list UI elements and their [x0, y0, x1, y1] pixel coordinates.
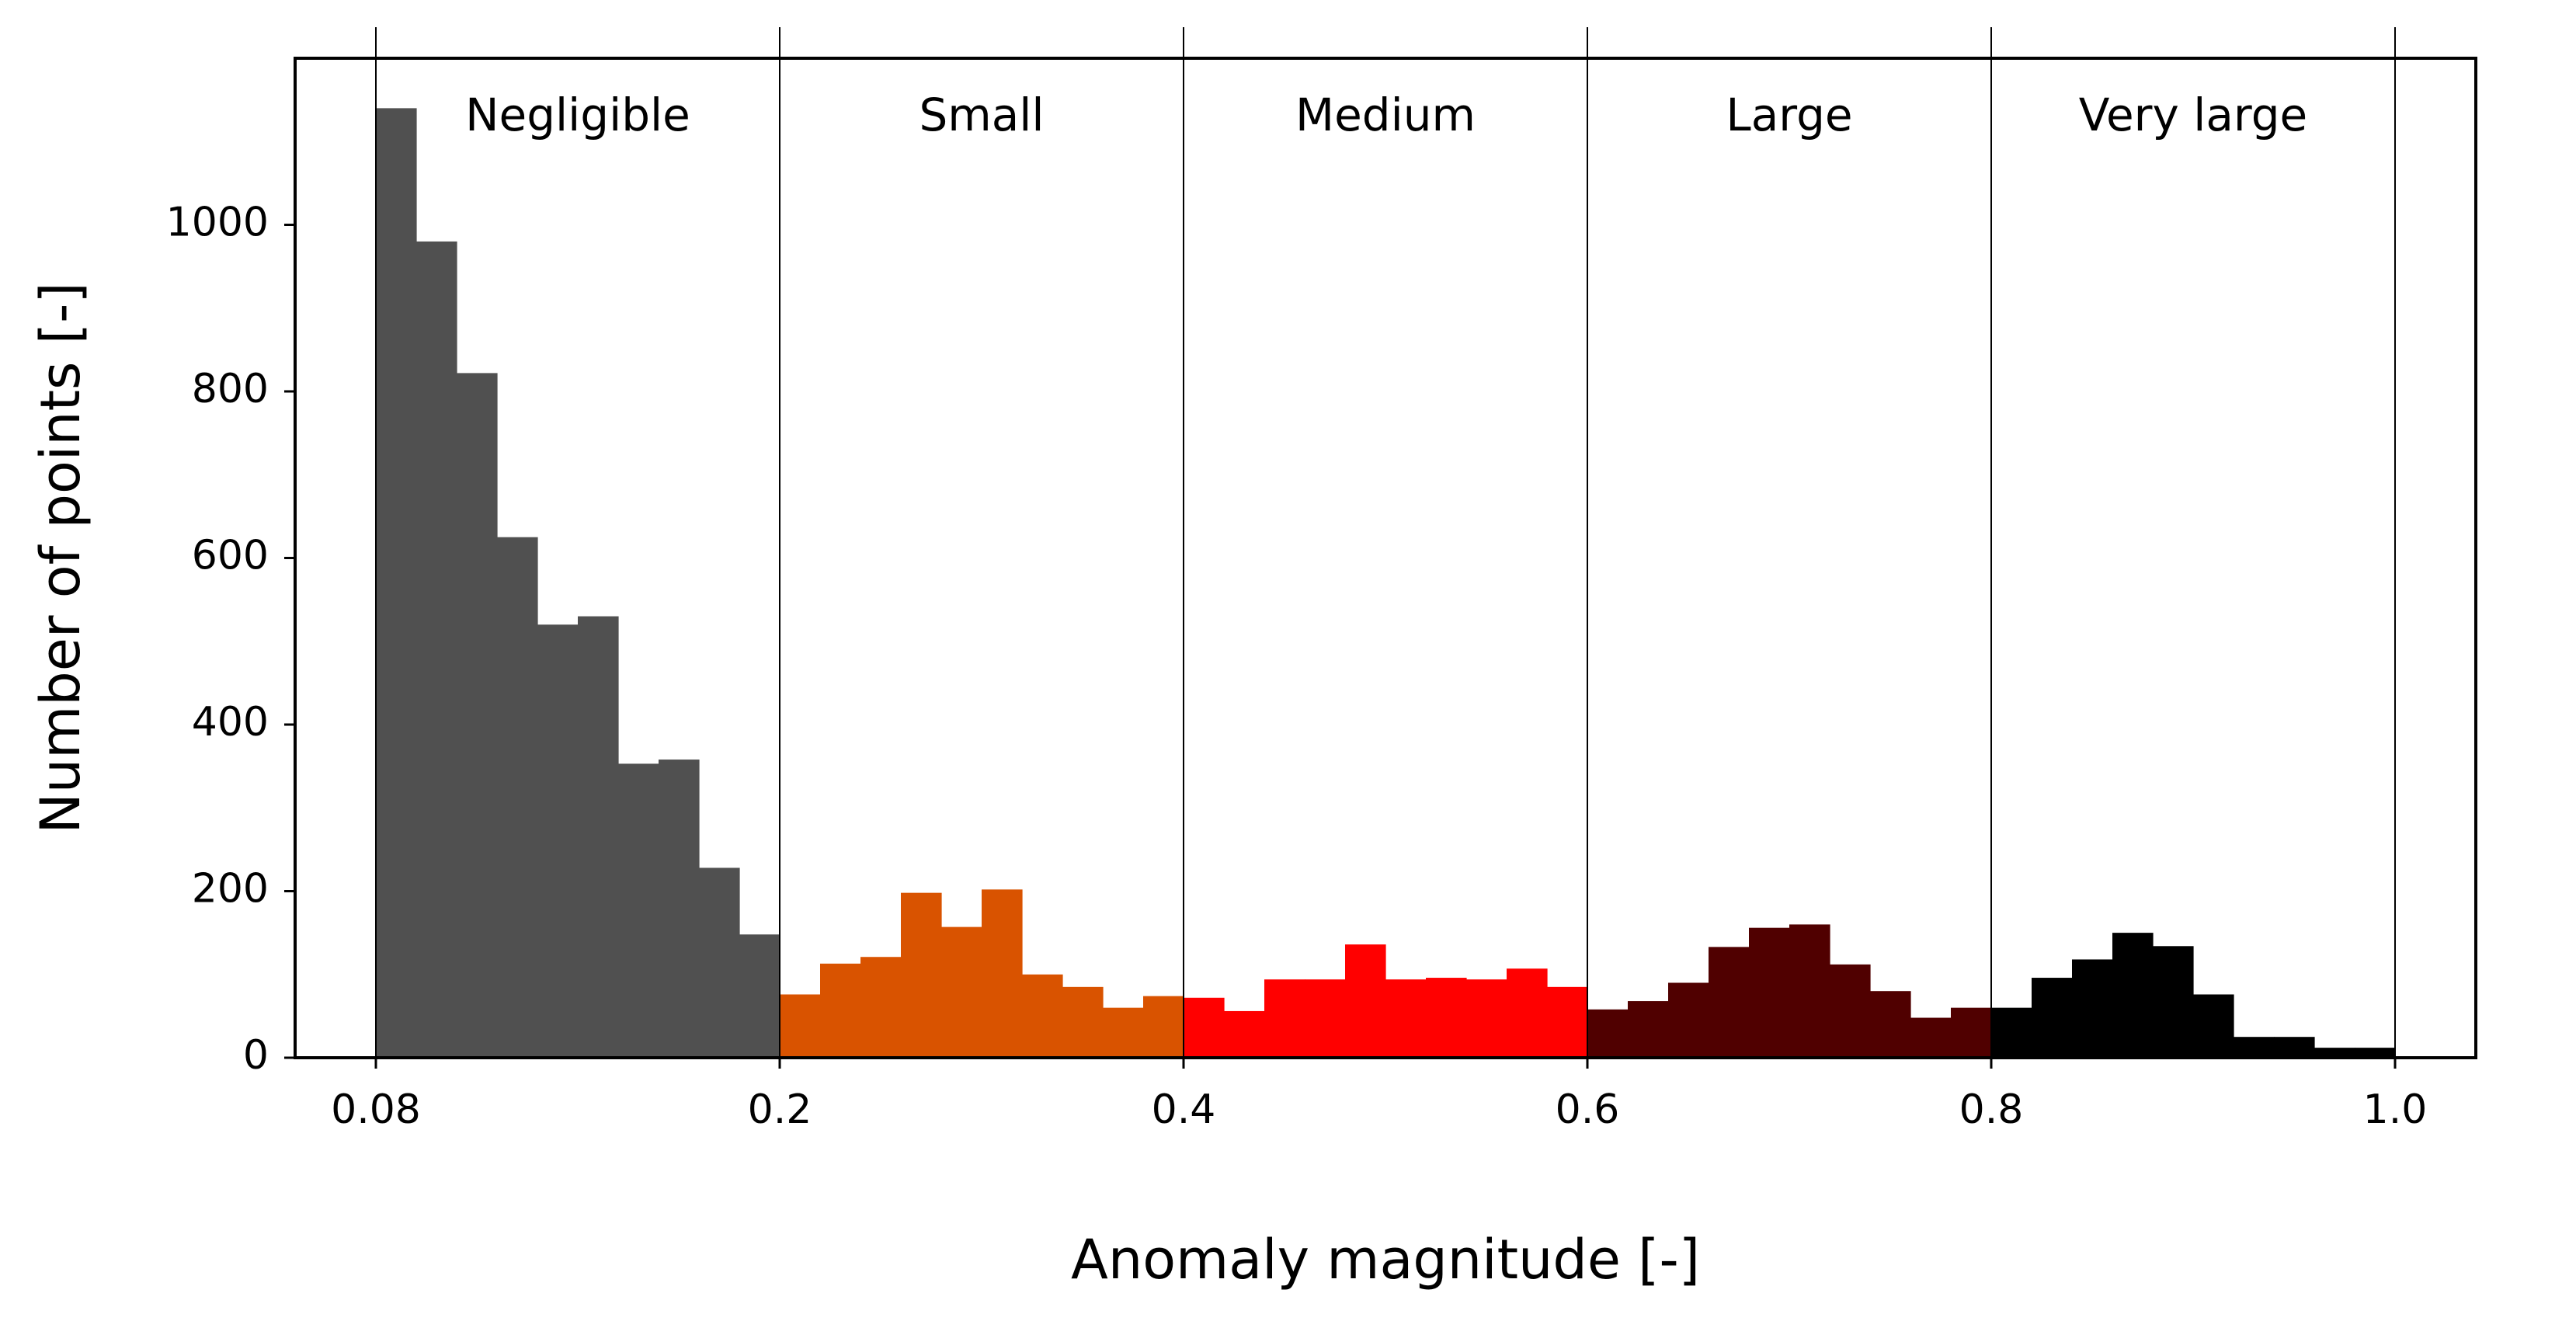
histogram-bar: [820, 963, 861, 1058]
x-tick-label: 0.08: [331, 1086, 421, 1133]
histogram-bar: [1224, 1010, 1265, 1058]
histogram-bar: [1103, 1007, 1144, 1058]
histogram-bar: [537, 624, 579, 1058]
histogram-bar: [1466, 979, 1507, 1058]
x-tick-label: 1.0: [2363, 1086, 2428, 1133]
histogram-bar: [1830, 964, 1871, 1058]
region-label-medium: Medium: [1295, 89, 1476, 141]
histogram-bar: [1668, 982, 1709, 1058]
histogram-bar: [376, 108, 417, 1059]
bars-layer: [376, 108, 2396, 1059]
region-label-small: Small: [919, 89, 1044, 141]
y-axis-ticks: 0 200 400 600 800 1000: [166, 200, 295, 1079]
x-axis-ticks: 0.08 0.2 0.4 0.6 0.8 1.0: [331, 1058, 2427, 1133]
histogram-bar: [416, 241, 457, 1059]
y-tick-label: 800: [192, 366, 269, 412]
histogram-bar: [1910, 1017, 1952, 1058]
y-axis-title: Number of points [-]: [29, 282, 92, 833]
y-tick-label: 0: [243, 1032, 269, 1079]
histogram-bar: [1628, 1001, 1669, 1058]
histogram-bar: [2193, 994, 2234, 1058]
histogram-bar: [2314, 1048, 2355, 1058]
histogram-bar: [1709, 947, 1750, 1058]
histogram-bar: [1385, 979, 1427, 1058]
histogram-bar: [1022, 974, 1063, 1058]
histogram-bar: [2274, 1037, 2315, 1058]
histogram-bar: [1507, 968, 1548, 1058]
histogram-bar: [941, 926, 982, 1058]
histogram-bar: [1426, 978, 1467, 1058]
x-tick-label: 0.4: [1152, 1086, 1216, 1133]
histogram-bar: [1587, 1009, 1629, 1058]
histogram-bar: [1062, 986, 1104, 1058]
y-tick-label: 200: [192, 866, 269, 913]
histogram-bar: [1184, 997, 1225, 1058]
histogram-bar: [739, 934, 780, 1058]
x-tick-label: 0.8: [1959, 1086, 2024, 1133]
histogram-bar: [901, 892, 942, 1058]
histogram-bar: [1991, 1007, 2032, 1058]
histogram-bar: [497, 537, 538, 1058]
x-tick-label: 0.2: [748, 1086, 812, 1133]
histogram-bar: [982, 889, 1023, 1058]
histogram-bar: [659, 760, 700, 1058]
region-dividers: [375, 27, 2396, 1058]
histogram-bar: [1870, 991, 1911, 1058]
series-very-large: [1991, 933, 2396, 1058]
histogram-bar: [1305, 979, 1346, 1058]
region-label-very-large: Very large: [2079, 89, 2307, 141]
histogram-bar: [457, 373, 498, 1058]
series-negligible: [376, 108, 780, 1059]
region-label-large: Large: [1726, 89, 1852, 141]
series-medium: [1184, 944, 1588, 1058]
histogram-bar: [2153, 946, 2194, 1058]
y-tick-label: 600: [192, 533, 269, 579]
histogram-bar: [2032, 978, 2073, 1058]
region-labels: Negligible Small Medium Large Very large: [465, 89, 2307, 141]
histogram-bar: [578, 616, 619, 1058]
histogram-bar: [2112, 933, 2154, 1058]
histogram-bar: [860, 957, 902, 1058]
y-tick-label: 1000: [166, 200, 269, 246]
histogram-bar: [1951, 1007, 1992, 1058]
histogram-bar: [2355, 1048, 2396, 1058]
histogram-bar: [618, 763, 659, 1058]
histogram-bar: [2072, 959, 2113, 1058]
histogram-bar: [1789, 924, 1830, 1058]
x-axis-title: Anomaly magnitude [-]: [1071, 1228, 1700, 1291]
series-small: [780, 889, 1184, 1058]
histogram-bar: [780, 994, 821, 1058]
histogram-bar: [1749, 927, 1790, 1058]
series-large: [1587, 924, 1992, 1058]
histogram-bar: [699, 867, 740, 1058]
histogram-bar: [1547, 986, 1588, 1058]
region-label-negligible: Negligible: [465, 89, 690, 141]
histogram-bar: [1345, 944, 1386, 1058]
histogram-bar: [2234, 1037, 2275, 1058]
x-tick-label: 0.6: [1556, 1086, 1620, 1133]
y-tick-label: 400: [192, 699, 269, 746]
histogram-bar: [1264, 979, 1305, 1058]
histogram-bar: [1143, 996, 1184, 1058]
